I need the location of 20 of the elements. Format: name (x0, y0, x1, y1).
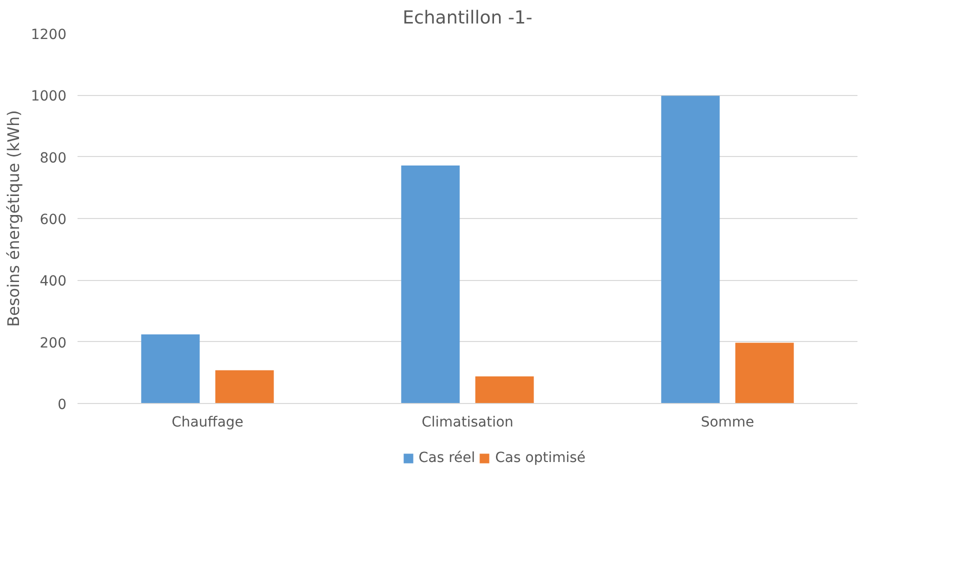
legend-label: Cas optimisé (495, 450, 586, 466)
y-tick-label: 1200 (30, 27, 67, 43)
y-tick-label: 200 (40, 335, 67, 352)
legend-label: Cas réel (418, 450, 476, 466)
bar (661, 96, 720, 404)
chart-title: Echantillon -1- (402, 8, 532, 28)
y-tick-label: 600 (40, 212, 67, 228)
bar (401, 165, 460, 404)
bar (475, 376, 534, 404)
x-tick-label: Somme (700, 414, 754, 430)
y-tick-label: 0 (58, 397, 67, 413)
x-tick-label: Climatisation (422, 414, 514, 430)
y-axis-title: Besoins énergétique (kWh) (4, 110, 23, 327)
bar (735, 342, 794, 404)
y-tick-label: 800 (40, 150, 67, 166)
y-tick-label: 1000 (30, 88, 67, 105)
bar (215, 370, 274, 404)
bar (141, 334, 200, 404)
x-tick-label: Chauffage (172, 414, 244, 430)
y-tick-label: 400 (40, 274, 67, 290)
